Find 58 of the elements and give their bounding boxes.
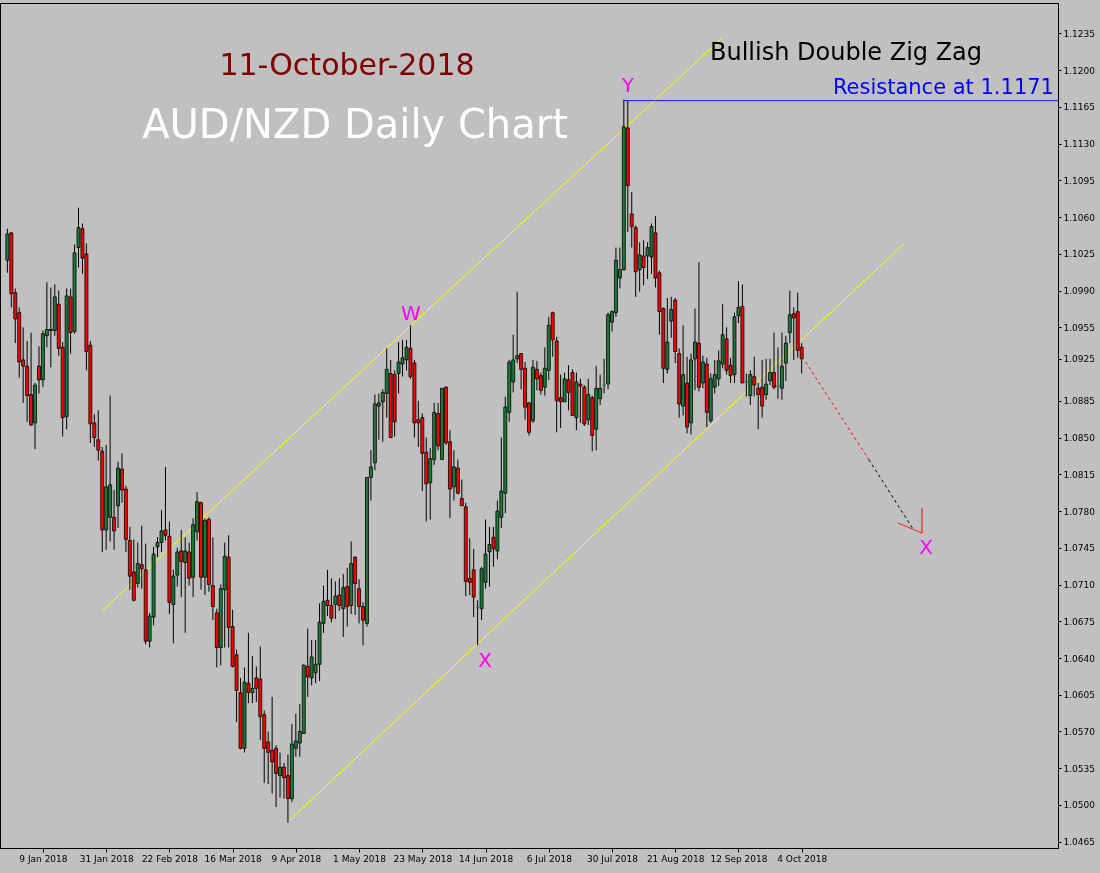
y-tick-label: 1.0500 xyxy=(1063,800,1096,811)
y-tick-label: 1.0955 xyxy=(1063,322,1095,333)
x-tick-label: 9 Jan 2018 xyxy=(19,853,68,864)
candlestick xyxy=(341,573,346,638)
x-tick-label: 6 Jul 2018 xyxy=(526,853,573,864)
candlestick xyxy=(641,239,646,286)
x-tick-label: 30 Jul 2018 xyxy=(587,853,639,864)
y-tick-label: 1.0465 xyxy=(1063,837,1095,848)
y-tick-label: 1.1165 xyxy=(1063,102,1095,113)
candlestick xyxy=(791,306,796,361)
y-tick-label: 1.1200 xyxy=(1063,65,1096,76)
y-tick-label: 1.1060 xyxy=(1063,212,1096,223)
y-tick-label: 1.0850 xyxy=(1063,433,1096,444)
y-tick-label: 1.0710 xyxy=(1063,580,1096,591)
y-tick-label: 1.0745 xyxy=(1063,543,1095,554)
y-tick-label: 1.0605 xyxy=(1063,690,1095,701)
candlestick xyxy=(250,655,255,704)
candlestick xyxy=(48,286,53,368)
y-tick-label: 1.1235 xyxy=(1063,28,1095,39)
x-tick-label: 4 Oct 2018 xyxy=(777,853,828,864)
x-tick-label: 1 May 2018 xyxy=(333,853,387,864)
y-tick-label: 1.0815 xyxy=(1063,469,1095,480)
y-tick-label: 1.0780 xyxy=(1063,506,1096,517)
y-tick-label: 1.0925 xyxy=(1063,354,1095,365)
y-tick-label: 1.0640 xyxy=(1063,653,1096,664)
x-tick-label: 31 Jan 2018 xyxy=(79,853,134,864)
candlestick xyxy=(776,346,780,400)
y-tick-label: 1.0885 xyxy=(1063,396,1095,407)
x-tick-label: 14 Jun 2018 xyxy=(458,853,514,864)
x-tick-label: 16 Mar 2018 xyxy=(204,853,262,864)
x-tick-label: 22 Feb 2018 xyxy=(141,853,199,864)
annotation: X xyxy=(478,648,493,672)
annotation: W xyxy=(401,301,422,325)
y-tick-label: 1.0570 xyxy=(1063,726,1096,737)
y-tick-label: 1.1130 xyxy=(1063,139,1096,150)
candlestick xyxy=(752,356,757,398)
x-tick-label: 23 May 2018 xyxy=(393,853,453,864)
y-tick-label: 1.1095 xyxy=(1063,175,1095,186)
candlestick xyxy=(780,332,784,401)
candlestick xyxy=(578,378,583,424)
y-tick-label: 1.1025 xyxy=(1063,249,1095,260)
candlestick xyxy=(309,639,314,686)
annotation: X xyxy=(919,535,934,559)
x-tick-label: 9 Apr 2018 xyxy=(271,853,322,864)
x-tick-label: 12 Sep 2018 xyxy=(710,853,768,864)
candlestick xyxy=(179,529,184,598)
y-tick-label: 1.0990 xyxy=(1063,286,1096,297)
y-tick-label: 1.0675 xyxy=(1063,616,1095,627)
annotation: Bullish Double Zig Zag xyxy=(710,38,983,66)
y-tick-label: 1.0535 xyxy=(1063,763,1095,774)
text: 11-October-2018 xyxy=(219,47,475,82)
text: AUD/NZD Daily Chart xyxy=(142,101,568,147)
candlestick xyxy=(333,580,338,620)
x-tick-label: 21 Aug 2018 xyxy=(646,853,705,864)
candlestick xyxy=(270,696,275,794)
ref-line-label: Resistance at 1.1171 xyxy=(832,74,1054,99)
annotation: Y xyxy=(620,72,635,97)
candlestick xyxy=(748,369,753,406)
